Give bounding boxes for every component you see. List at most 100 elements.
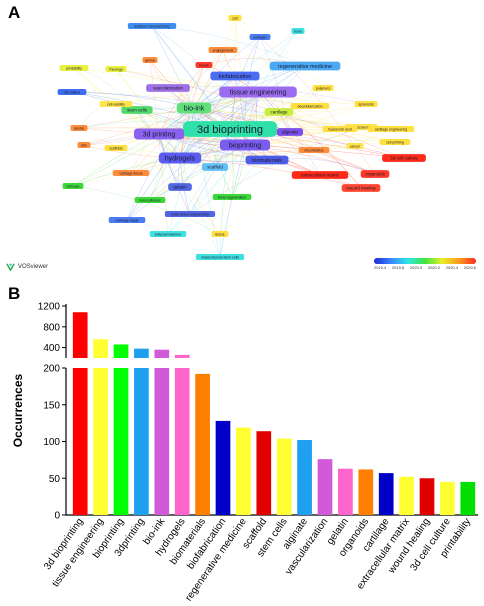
network-node[interactable]: angiogenesis (208, 46, 238, 54)
network-link (179, 91, 259, 188)
network-node[interactable]: scaffolds (104, 144, 128, 152)
vosviewer-icon (6, 263, 15, 271)
color-scale-bar (374, 258, 476, 264)
bar-lower-segment (134, 368, 149, 515)
network-node-box (249, 33, 271, 41)
network-node[interactable]: bio-ink (176, 102, 212, 114)
network-node-label: 3d printing (143, 132, 176, 139)
network-node-box (158, 152, 202, 164)
network-node[interactable]: dental (70, 124, 88, 132)
bar-segment (399, 476, 414, 515)
network-node[interactable]: chitosan (62, 182, 84, 190)
network-node[interactable]: gelatin (168, 183, 192, 191)
vosviewer-text: VOSviewer (18, 263, 49, 270)
bar-lower-segment (154, 368, 170, 515)
network-node[interactable]: cartilage tissue (112, 169, 150, 177)
network-link (259, 36, 291, 133)
network-node-box (59, 64, 89, 72)
network-node[interactable]: bioprinting (219, 139, 271, 151)
network-node[interactable]: additive manufacturing (127, 22, 177, 30)
network-node[interactable]: hyaluronic acid (322, 125, 358, 133)
network-node[interactable]: biomaterials (245, 155, 289, 165)
network-node[interactable]: polycaprolactone (149, 230, 187, 238)
network-link (149, 59, 169, 235)
network-node[interactable]: cell printing (379, 138, 411, 146)
network-node[interactable]: scaffold (201, 163, 229, 171)
network-link (149, 144, 246, 201)
network-node[interactable]: cartilage repair (108, 216, 146, 224)
bar-segment (338, 468, 353, 515)
network-node[interactable]: bone regeneration (212, 193, 252, 201)
network-node[interactable]: bioink (195, 61, 213, 69)
network-node-box (211, 230, 229, 238)
network-node-label: scaffold (207, 165, 223, 170)
bar (358, 469, 374, 515)
network-node[interactable]: 3d printing (133, 128, 185, 140)
network-node[interactable]: skin (77, 141, 91, 149)
network-node[interactable]: extracellular matrix (291, 171, 349, 179)
network-node-box (146, 84, 190, 92)
bar (195, 373, 210, 515)
network-node[interactable]: biofabrication (210, 71, 260, 81)
bar-segment (195, 373, 210, 515)
network-node-label: polymers (316, 86, 330, 90)
network-node[interactable]: tissue engineering (219, 86, 297, 98)
network-node[interactable]: cancer (346, 142, 364, 150)
network-node[interactable]: cell (228, 14, 242, 22)
network-node[interactable]: cartilage engineering (367, 125, 415, 133)
color-scale-tick: 2020.4 (445, 265, 459, 270)
network-node-label: alginate (282, 130, 298, 135)
panel-a-letter: A (8, 3, 21, 22)
network-node[interactable]: nanocellulose (134, 196, 166, 204)
network-node[interactable]: regenerative medicine (269, 61, 341, 71)
network-link (259, 36, 376, 175)
network-node[interactable]: decellularization (290, 102, 330, 110)
y-tick-label-lower: 0 (54, 511, 60, 522)
network-node[interactable]: tissue (211, 230, 229, 238)
bar (72, 312, 88, 515)
network-node-box (57, 88, 87, 96)
network-node[interactable]: bone (291, 27, 305, 35)
bar (134, 348, 149, 515)
network-link (72, 185, 221, 235)
network-node[interactable]: mesenchymal stem cells (195, 253, 245, 261)
network-node[interactable]: vascularization (146, 84, 190, 92)
network-node[interactable]: cartilage (264, 108, 294, 116)
y-tick-label-lower: 50 (49, 474, 61, 485)
network-node[interactable]: gelma (142, 56, 158, 64)
bar-segment (276, 438, 292, 515)
network-node[interactable]: bone tissue engineering (164, 210, 216, 218)
y-tick-label-lower: 150 (43, 400, 60, 411)
network-link (149, 64, 205, 201)
network-node[interactable]: wound healing (341, 184, 381, 192)
network-node[interactable]: alginate (276, 128, 304, 136)
bar-upper-segment (134, 348, 149, 358)
bar-upper-segment (154, 349, 170, 358)
network-link (179, 145, 356, 159)
network-node-label: skin (81, 143, 87, 147)
network-node[interactable]: stem cells (121, 106, 153, 114)
network-node[interactable]: 3d cell culture (382, 154, 426, 162)
network-node[interactable]: spheroids (354, 100, 378, 108)
network-node-label: chitosan (66, 184, 79, 188)
network-node[interactable]: printability (59, 64, 89, 72)
bar-lower-segment (113, 368, 129, 515)
network-link (83, 91, 259, 146)
network-node[interactable]: hydrogels (158, 152, 202, 164)
network-node-label: cartilage engineering (375, 127, 408, 131)
network-node[interactable]: organoids (360, 170, 390, 178)
bar (113, 344, 129, 515)
network-node[interactable]: microfluidics (298, 146, 330, 154)
network-node-box (219, 86, 297, 98)
network-node[interactable]: cell culture (57, 88, 87, 96)
network-node[interactable]: collagen (249, 33, 271, 41)
network-node-label: biomaterials (252, 158, 282, 164)
network-node[interactable]: cell viability (99, 100, 133, 108)
network-node-box (360, 170, 390, 178)
network-node[interactable]: rheology (105, 65, 127, 73)
network-node[interactable]: polymers (312, 84, 334, 92)
bar (399, 476, 414, 515)
network-link (126, 128, 231, 221)
network-node[interactable]: 3d bioprinting (182, 121, 278, 137)
